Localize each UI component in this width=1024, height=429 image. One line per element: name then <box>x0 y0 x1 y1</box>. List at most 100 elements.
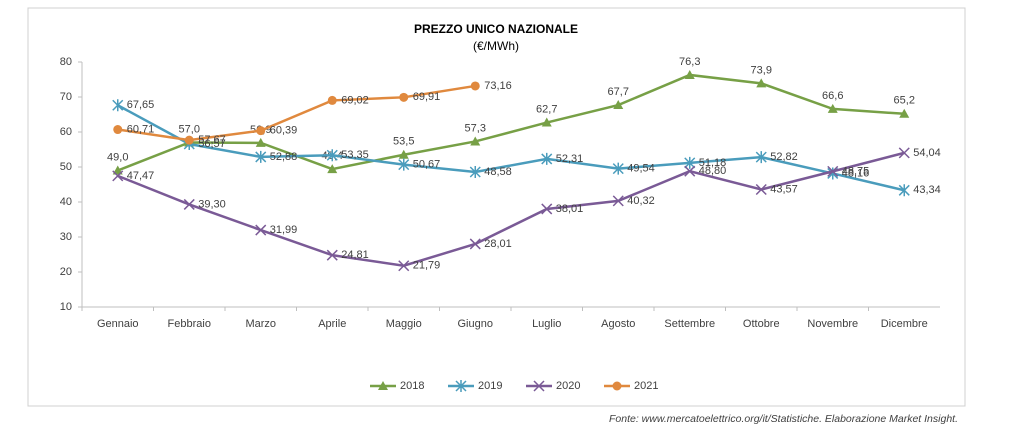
y-tick-label: 30 <box>60 231 72 243</box>
x-tick-label: Ottobre <box>743 318 780 330</box>
legend-marker <box>533 380 545 392</box>
data-label: 60,39 <box>270 125 298 137</box>
x-tick-label: Febbraio <box>168 318 211 330</box>
data-point <box>541 203 553 215</box>
data-label: 24,81 <box>341 249 369 261</box>
data-point <box>684 69 695 79</box>
x-tick-label: Settembre <box>664 318 715 330</box>
data-point <box>469 238 481 250</box>
data-label: 31,99 <box>270 224 298 236</box>
data-label: 48,16 <box>842 167 870 179</box>
data-label: 73,9 <box>751 64 772 76</box>
data-point <box>255 224 267 236</box>
data-label: 69,91 <box>413 91 441 103</box>
data-label: 40,32 <box>627 195 655 207</box>
chart-title: PREZZO UNICO NAZIONALE <box>414 22 578 36</box>
data-point <box>326 149 338 162</box>
data-label: 60,71 <box>127 123 155 135</box>
data-label: 43,34 <box>913 184 941 196</box>
data-point <box>398 149 409 159</box>
data-label: 67,7 <box>608 86 629 98</box>
x-tick-label: Maggio <box>386 318 422 330</box>
data-point <box>112 170 124 182</box>
data-label: 48,80 <box>699 165 727 177</box>
y-tick-label: 70 <box>60 91 72 103</box>
series-line <box>117 73 905 172</box>
data-point <box>327 95 337 105</box>
data-point <box>112 99 124 112</box>
data-point <box>827 165 839 177</box>
data-label: 52,88 <box>270 151 298 163</box>
data-point <box>541 152 553 165</box>
chart-subtitle: (€/MWh) <box>473 39 519 53</box>
data-label: 57,3 <box>465 122 486 134</box>
data-label: 56,57 <box>198 138 226 150</box>
data-label: 73,16 <box>484 80 512 92</box>
data-label: 67,65 <box>127 99 155 111</box>
legend-marker <box>455 380 467 392</box>
data-label: 53,35 <box>341 149 369 161</box>
y-tick-label: 10 <box>60 301 72 313</box>
data-label: 57,67 <box>198 134 226 146</box>
y-tick-label: 20 <box>60 266 72 278</box>
source-note: Fonte: www.mercatoelettrico.org/it/Stati… <box>609 413 958 425</box>
data-point <box>398 158 410 171</box>
data-label: 66,6 <box>822 90 843 102</box>
x-tick-label: Aprile <box>318 318 346 330</box>
data-label: 65,2 <box>894 95 915 107</box>
data-label: 51,18 <box>699 157 727 169</box>
data-point <box>326 249 338 261</box>
data-label: 49,54 <box>627 163 655 175</box>
data-label: 48,58 <box>484 166 512 178</box>
data-point <box>755 183 767 196</box>
data-point <box>541 117 552 127</box>
legend-label: 2019 <box>478 380 502 392</box>
legend-marker <box>612 381 622 391</box>
data-point <box>256 126 266 136</box>
x-tick-label: Luglio <box>532 318 561 330</box>
data-point <box>899 108 910 118</box>
chart-border <box>27 7 966 407</box>
data-point <box>113 125 123 135</box>
data-label: 62,7 <box>536 103 557 115</box>
data-label: 69,02 <box>341 94 369 106</box>
y-tick-label: 80 <box>60 56 72 68</box>
legend-label: 2018 <box>400 380 424 392</box>
data-label: 47,47 <box>127 170 155 182</box>
y-tick-label: 50 <box>60 161 72 173</box>
x-tick-label: Agosto <box>601 318 635 330</box>
data-label: 53,5 <box>393 136 414 148</box>
data-label: 52,31 <box>556 153 584 165</box>
data-point <box>684 156 696 169</box>
data-label: 76,3 <box>679 56 700 68</box>
data-point <box>469 165 481 178</box>
data-point <box>827 103 838 113</box>
data-point <box>184 135 194 145</box>
data-point <box>898 147 910 159</box>
data-label: 28,01 <box>484 238 512 250</box>
data-label: 52,82 <box>770 151 798 163</box>
x-tick-label: Dicembre <box>881 318 928 330</box>
series-line <box>117 104 905 192</box>
data-point <box>327 164 338 174</box>
data-point <box>612 195 624 207</box>
data-point <box>613 100 624 110</box>
data-label: 21,79 <box>413 260 441 272</box>
x-tick-label: Gennaio <box>97 318 139 330</box>
x-tick-label: Marzo <box>245 318 276 330</box>
data-label: 54,04 <box>913 147 941 159</box>
data-point <box>112 165 123 175</box>
data-point <box>183 198 195 210</box>
data-point <box>398 260 410 272</box>
data-point <box>898 184 910 197</box>
data-point <box>755 151 767 164</box>
data-label: 50,67 <box>413 159 441 171</box>
data-label: 43,57 <box>770 183 798 195</box>
data-label: 57,0 <box>179 123 200 135</box>
data-label: 38,01 <box>556 203 584 215</box>
x-tick-label: Novembre <box>807 318 858 330</box>
data-point <box>684 165 696 177</box>
y-tick-label: 40 <box>60 196 72 208</box>
data-point <box>255 137 266 147</box>
